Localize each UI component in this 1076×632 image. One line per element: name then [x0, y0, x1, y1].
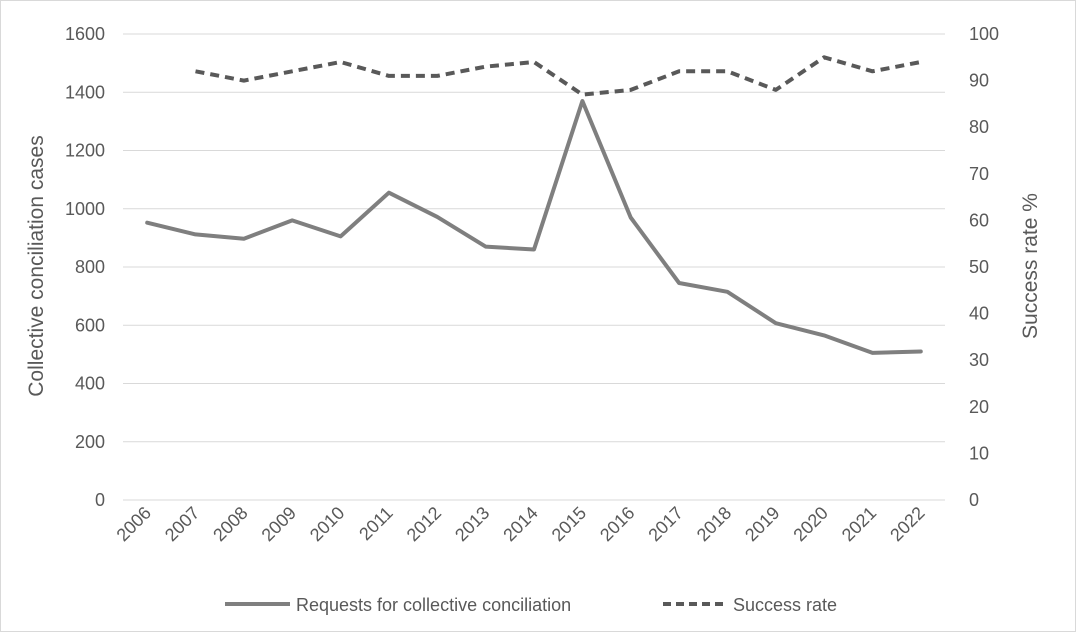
right-tick-label: 50	[969, 257, 989, 277]
x-tick-label: 2009	[258, 503, 300, 545]
right-tick-label: 0	[969, 490, 979, 510]
right-tick-label: 70	[969, 164, 989, 184]
x-tick-label: 2017	[644, 503, 686, 545]
legend-label-requests: Requests for collective conciliation	[296, 595, 571, 615]
gridlines	[123, 33, 945, 501]
right-tick-label: 10	[969, 443, 989, 463]
right-axis-title: Success rate %	[1019, 193, 1042, 339]
x-tick-label: 2022	[886, 503, 928, 545]
left-tick-label: 800	[75, 257, 105, 277]
x-tick-label: 2010	[306, 503, 348, 545]
right-tick-label: 80	[969, 117, 989, 137]
x-tick-label: 2018	[693, 503, 735, 545]
right-tick-label: 30	[969, 350, 989, 370]
right-axis-ticks: 0 10 20 30 40 50 60 70 80 90 100	[969, 24, 999, 510]
x-tick-label: 2021	[838, 503, 880, 545]
x-tick-label: 2019	[741, 503, 783, 545]
series-layer	[145, 55, 923, 355]
left-tick-label: 1200	[65, 141, 105, 161]
left-tick-label: 200	[75, 432, 105, 452]
right-tick-label: 100	[969, 24, 999, 44]
x-tick-label: 2011	[355, 503, 397, 545]
legend: Requests for collective conciliation Suc…	[225, 595, 837, 615]
x-tick-label: 2020	[789, 503, 831, 545]
left-tick-label: 400	[75, 374, 105, 394]
x-tick-label: 2012	[403, 503, 445, 545]
left-tick-label: 1600	[65, 24, 105, 44]
left-tick-label: 600	[75, 315, 105, 335]
series-line-requests	[145, 99, 923, 355]
right-tick-label: 90	[969, 71, 989, 91]
x-tick-label: 2006	[113, 503, 155, 545]
left-tick-label: 1000	[65, 199, 105, 219]
left-axis-title: Collective conciliation cases	[25, 135, 48, 396]
legend-label-success: Success rate	[733, 595, 837, 615]
series-line-success-rate	[195, 55, 922, 97]
left-axis-ticks: 0 200 400 600 800 1000 1200 1400 1600	[65, 24, 105, 510]
left-tick-label: 0	[95, 490, 105, 510]
left-tick-label: 1400	[65, 82, 105, 102]
x-tick-label: 2014	[499, 503, 541, 545]
x-tick-label: 2016	[596, 503, 638, 545]
x-tick-label: 2008	[209, 503, 251, 545]
right-tick-label: 20	[969, 397, 989, 417]
x-tick-label: 2013	[451, 503, 493, 545]
x-tick-label: 2015	[548, 503, 590, 545]
x-axis-ticks: 2006 2007 2008 2009 2010 2011 2012 2013 2014 2015…	[113, 503, 929, 545]
x-tick-label: 2007	[161, 503, 203, 545]
right-tick-label: 40	[969, 304, 989, 324]
right-tick-label: 60	[969, 210, 989, 230]
